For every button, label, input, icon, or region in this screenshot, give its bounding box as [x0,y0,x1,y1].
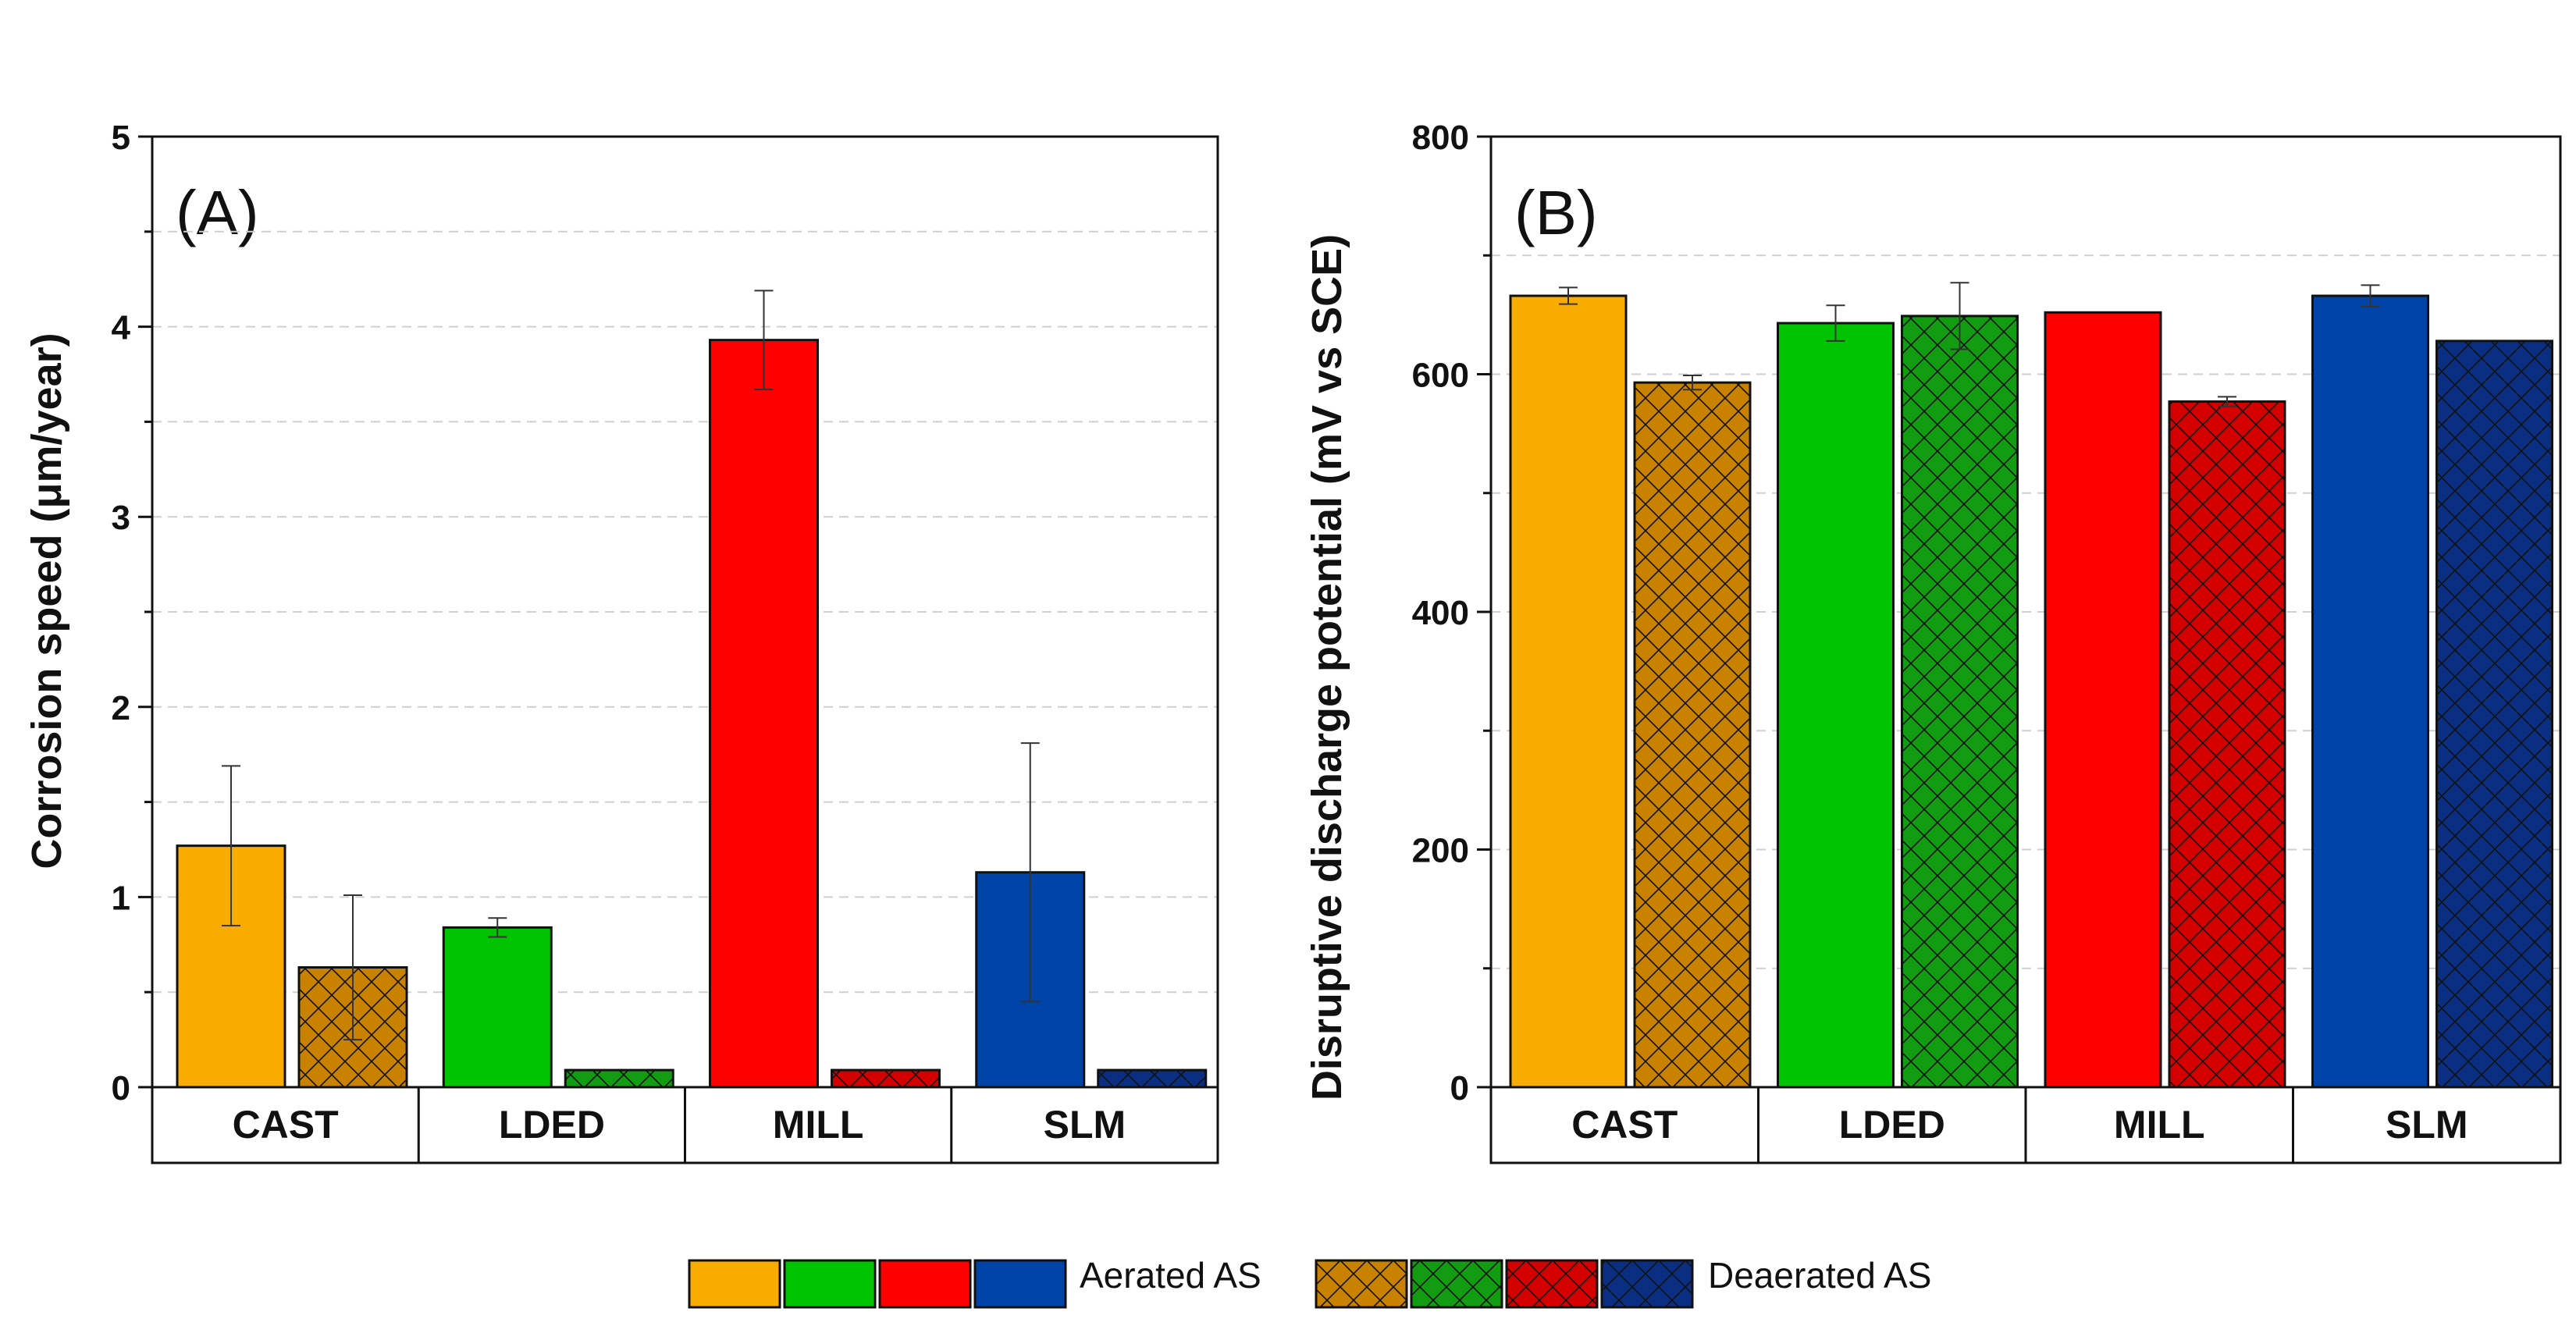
legend-swatch-deaerated [1600,1259,1694,1309]
legend-swatch-aerated [973,1259,1067,1309]
bar-mill-deaerated [831,1068,941,1089]
panel-a-y-axis-title: Corrosion speed (μm/year) [23,332,70,869]
bar-lded-deaerated [1901,315,2019,1089]
panel-b-label: (B) [1514,178,1598,247]
legend-swatch-aerated [688,1259,781,1309]
category-label-lded: LDED [499,1103,605,1146]
y-tick-label: 3 [112,499,130,537]
legend-swatch-aerated [878,1259,972,1309]
bar-slm-aerated [2311,294,2429,1089]
legend-deaerated-label: Deaerated AS [1708,1255,1931,1296]
y-tick-label: 600 [1412,357,1469,395]
chart-panel-b: (B) Disruptive discharge potential (mV v… [1304,119,2562,1164]
y-tick-label: 400 [1412,594,1469,632]
bar-slm-deaerated [1097,1068,1208,1089]
y-tick-label: 5 [112,119,130,157]
bar-mill-aerated [709,339,819,1089]
category-label-mill: MILL [2114,1103,2205,1146]
category-label-mill: MILL [773,1103,864,1146]
bar-mill-deaerated [2168,400,2286,1089]
category-label-lded: LDED [1839,1103,1945,1146]
bar-cast-deaerated [1633,381,1752,1089]
bar-lded-aerated [442,926,553,1089]
legend-swatch-deaerated [1505,1259,1599,1309]
legend-swatch-deaerated [1315,1259,1408,1309]
y-tick-label: 2 [112,689,130,727]
y-tick-label: 0 [1450,1069,1469,1107]
bar-mill-aerated [2044,311,2162,1089]
y-tick-label: 4 [112,309,131,347]
bar-cast-aerated [1509,294,1628,1089]
panel-a-label: (A) [176,178,259,247]
category-label-slm: SLM [1044,1103,1126,1146]
legend: Aerated AS Deaerated AS [688,1255,1931,1309]
chart-panel-a: (A) Corrosion speed (μm/year) 0 1 2 3 4 5 CAST… [23,119,1219,1164]
panel-b-y-axis-title: Disruptive discharge potential (mV vs SC… [1304,234,1350,1100]
bar-slm-deaerated [2435,339,2553,1089]
y-tick-label: 200 [1412,832,1469,870]
bar-lded-aerated [1777,322,1895,1089]
bar-lded-deaerated [564,1068,674,1089]
category-label-slm: SLM [2386,1103,2468,1146]
y-tick-label: 1 [112,879,130,917]
category-label-cast: CAST [1571,1103,1678,1146]
y-tick-label: 800 [1412,119,1469,157]
legend-swatch-deaerated [1410,1259,1503,1309]
legend-swatch-aerated [783,1259,877,1309]
legend-aerated-label: Aerated AS [1080,1255,1261,1296]
category-label-cast: CAST [233,1103,339,1146]
y-tick-label: 0 [112,1069,130,1107]
